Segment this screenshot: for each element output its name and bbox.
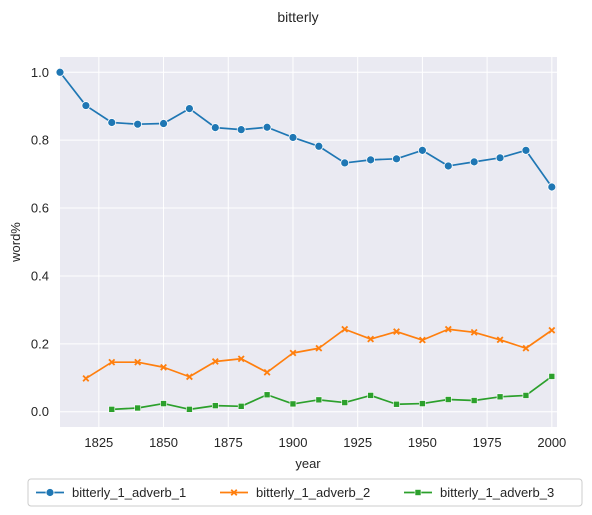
data-point	[393, 400, 400, 408]
series-1	[55, 67, 557, 192]
data-point	[470, 328, 478, 336]
data-point	[367, 392, 374, 399]
data-point	[419, 400, 426, 407]
legend: bitterly_1_adverb_1 bitterly_1_adverb_2 bi…	[27, 478, 583, 507]
data-point	[289, 400, 297, 408]
data-point	[418, 336, 426, 344]
data-point	[367, 335, 375, 343]
data-point	[496, 393, 504, 401]
data-point	[315, 344, 323, 352]
data-point	[547, 182, 557, 192]
data-point	[314, 141, 324, 151]
data-point	[341, 399, 349, 406]
data-point	[470, 397, 478, 404]
legend-label: bitterly_1_adverb_1	[72, 485, 186, 500]
legend-item: bitterly_1_adverb_2	[220, 485, 370, 500]
legend-swatch-marker	[414, 489, 422, 496]
x-tick-label: 1975	[473, 435, 502, 450]
series-line	[111, 375, 553, 411]
data-point	[289, 349, 297, 357]
data-point	[469, 157, 479, 167]
legend-item: bitterly_1_adverb_3	[404, 485, 554, 500]
data-point	[444, 325, 452, 333]
data-point	[160, 363, 167, 371]
data-point	[263, 391, 271, 399]
series-3	[108, 373, 556, 413]
data-point	[107, 118, 117, 127]
data-point	[185, 104, 194, 113]
data-point	[393, 328, 400, 336]
data-point	[548, 326, 556, 334]
data-point	[366, 155, 376, 165]
legend-swatch-marker	[230, 489, 238, 496]
data-point	[341, 325, 349, 333]
data-point	[443, 161, 453, 171]
legend-label: bitterly_1_adverb_2	[256, 485, 370, 500]
x-tick-label: 1875	[214, 435, 243, 450]
data-point	[262, 122, 272, 132]
data-point	[340, 158, 350, 168]
data-point	[160, 400, 167, 407]
legend-swatch-marker	[45, 488, 55, 497]
data-point	[522, 344, 530, 352]
data-point	[81, 101, 91, 110]
plot-area	[60, 57, 557, 427]
x-tick-label: 1850	[149, 435, 178, 450]
chart-title: bitterly	[277, 9, 318, 25]
y-axis-ticks: 0.0 0.2 0.4 0.6 0.8 1.0	[31, 65, 49, 419]
series-2	[82, 325, 556, 382]
x-tick-label: 1900	[279, 435, 308, 450]
data-point	[185, 373, 193, 381]
series-layer	[55, 67, 557, 413]
y-tick-label: 0.8	[31, 133, 49, 148]
data-point	[496, 336, 504, 344]
data-point	[548, 373, 556, 380]
y-tick-label: 0.4	[31, 268, 49, 283]
y-tick-label: 0.6	[31, 201, 49, 216]
data-point	[315, 396, 323, 404]
legend-label: bitterly_1_adverb_3	[440, 485, 554, 500]
x-axis-label: year	[295, 456, 321, 471]
data-point	[55, 67, 65, 77]
data-point	[108, 358, 116, 366]
data-point	[521, 145, 531, 155]
y-tick-label: 0.0	[31, 404, 49, 419]
x-tick-label: 2000	[537, 435, 566, 450]
data-point	[211, 358, 219, 365]
data-point	[237, 402, 245, 410]
legend-box	[27, 478, 583, 507]
x-axis-ticks: 1825 1850 1875 1900 1925 1950 1975 2000	[84, 435, 566, 450]
data-point	[108, 406, 116, 413]
y-tick-label: 1.0	[31, 65, 49, 80]
data-point	[288, 133, 298, 142]
x-tick-label: 1825	[84, 435, 113, 450]
y-axis-label: word%	[8, 222, 23, 263]
data-point	[237, 355, 245, 363]
data-point	[82, 375, 90, 382]
data-point	[159, 119, 168, 128]
data-point	[133, 119, 143, 129]
data-point	[522, 392, 530, 399]
grid-lines	[60, 57, 557, 427]
data-point	[236, 125, 246, 135]
data-point	[212, 402, 219, 409]
data-point	[210, 123, 220, 133]
x-tick-label: 1950	[408, 435, 437, 450]
data-point	[444, 396, 452, 403]
data-point	[134, 358, 142, 366]
data-point	[417, 145, 427, 155]
data-point	[263, 368, 271, 376]
data-point	[495, 153, 505, 163]
data-point	[134, 404, 141, 412]
data-point	[392, 154, 401, 164]
y-tick-label: 0.2	[31, 336, 49, 351]
legend-item: bitterly_1_adverb_1	[36, 485, 186, 500]
x-tick-label: 1925	[343, 435, 372, 450]
data-point	[186, 406, 193, 413]
